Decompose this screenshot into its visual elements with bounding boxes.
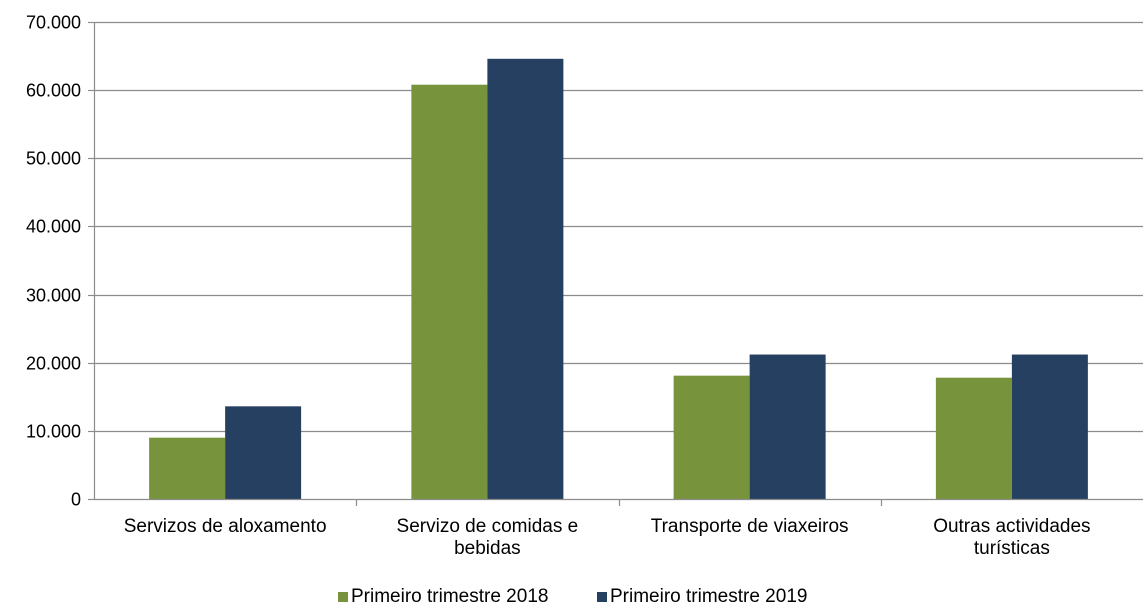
x-axis-category-labels: Servizos de aloxamento Servizo de comidas… — [124, 516, 1091, 559]
x-category-label: Transporte de viaxeiros — [651, 516, 849, 537]
x-category-label: Servizo de comidas e bebidas — [397, 516, 579, 559]
legend-label-2019: Primeiro trimestre 2019 — [610, 586, 807, 607]
bars — [149, 58, 1088, 499]
gridlines — [94, 21, 1143, 433]
y-axis-tick-labels: 0 10.000 20.000 30.000 40.000 50.000 60.000 70.… — [26, 13, 81, 510]
bar-2018 — [149, 437, 226, 499]
y-tick-label: 50.000 — [26, 149, 81, 169]
y-tick-label: 10.000 — [26, 422, 81, 442]
y-tick-label: 60.000 — [26, 81, 81, 101]
x-category-label: Servizos de aloxamento — [124, 516, 327, 537]
bar-2018 — [935, 377, 1012, 499]
bar-2019 — [487, 58, 564, 499]
y-tick-label: 30.000 — [26, 286, 81, 306]
x-category-label: Outras actividades turísticas — [933, 516, 1090, 559]
bar-2018 — [673, 375, 750, 499]
y-tick-label: 20.000 — [26, 354, 81, 374]
bar-2019 — [749, 354, 826, 499]
bar-2018 — [411, 84, 488, 499]
bar-2019 — [225, 406, 302, 499]
legend-label-2018: Primeiro trimestre 2018 — [351, 586, 548, 607]
y-tick-label: 0 — [71, 490, 81, 510]
legend-swatch-2018 — [338, 592, 348, 602]
legend: Primeiro trimestre 2018 Primeiro trimest… — [338, 586, 807, 607]
y-tick-label: 70.000 — [26, 13, 81, 33]
axes — [88, 21, 1143, 506]
legend-swatch-2019 — [597, 592, 607, 602]
y-tick-label: 40.000 — [26, 217, 81, 237]
bar-2019 — [1011, 354, 1088, 499]
